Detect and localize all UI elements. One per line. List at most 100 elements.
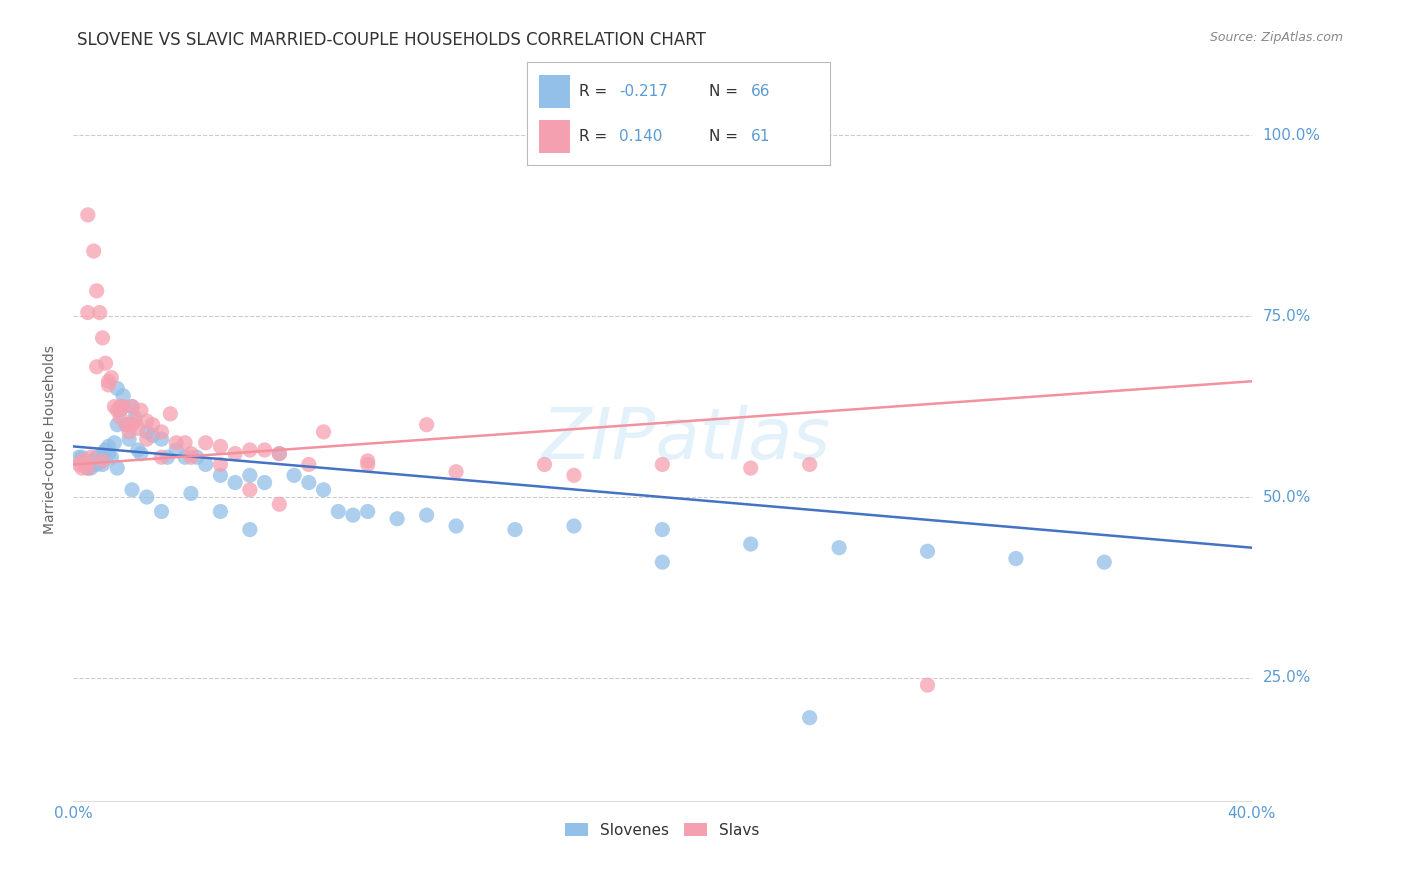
Point [135, 425, 157, 439]
Point [105, 382, 128, 396]
Point [917, 544, 939, 558]
Point [110, 400, 132, 414]
Point [533, 458, 555, 472]
Point [444, 519, 467, 533]
Point [94, 356, 117, 370]
Point [105, 461, 128, 475]
Point [124, 414, 146, 428]
Point [73, 458, 96, 472]
Point [89, 305, 111, 319]
Point [150, 432, 173, 446]
Point [86, 359, 108, 374]
Point [112, 400, 135, 414]
Text: SLOVENE VS SLAVIC MARRIED-COUPLE HOUSEHOLDS CORRELATION CHART: SLOVENE VS SLAVIC MARRIED-COUPLE HOUSEHO… [77, 31, 706, 49]
Point [121, 483, 143, 497]
Point [342, 508, 364, 522]
Point [105, 417, 128, 432]
Point [651, 458, 673, 472]
Point [269, 497, 291, 511]
Point [142, 417, 165, 432]
Point [127, 442, 149, 457]
Point [129, 403, 152, 417]
Point [159, 407, 181, 421]
Point [209, 439, 232, 453]
Point [135, 414, 157, 428]
Text: 75.0%: 75.0% [1263, 309, 1310, 324]
Point [73, 458, 96, 472]
Bar [540, 75, 569, 108]
Point [91, 454, 114, 468]
Point [135, 490, 157, 504]
Point [209, 504, 232, 518]
Point [740, 461, 762, 475]
Point [89, 454, 111, 468]
Point [80, 458, 103, 472]
Text: Source: ZipAtlas.com: Source: ZipAtlas.com [1209, 31, 1343, 45]
Point [129, 447, 152, 461]
Point [91, 331, 114, 345]
Point [312, 425, 335, 439]
Point [444, 465, 467, 479]
Point [194, 435, 217, 450]
Point [67, 458, 90, 472]
Point [103, 400, 125, 414]
Point [174, 435, 197, 450]
Point [76, 461, 98, 475]
Point [142, 428, 165, 442]
Point [799, 458, 821, 472]
Point [239, 523, 262, 537]
Point [385, 512, 408, 526]
Point [194, 458, 217, 472]
Text: N =: N = [709, 128, 742, 144]
Point [917, 678, 939, 692]
Text: ZIPatlas: ZIPatlas [541, 405, 831, 474]
Point [112, 389, 135, 403]
Point [269, 447, 291, 461]
Point [100, 370, 122, 384]
Text: 66: 66 [751, 84, 770, 99]
Point [156, 450, 179, 465]
Point [121, 400, 143, 414]
Point [105, 403, 128, 417]
Point [186, 450, 208, 465]
Text: 61: 61 [751, 128, 770, 144]
Point [312, 483, 335, 497]
Point [115, 417, 138, 432]
Point [239, 483, 262, 497]
Point [357, 454, 380, 468]
Point [97, 374, 120, 388]
Point [150, 504, 173, 518]
Point [269, 447, 291, 461]
Text: 50.0%: 50.0% [1263, 490, 1310, 505]
Point [328, 504, 350, 518]
Point [298, 475, 321, 490]
Point [562, 519, 585, 533]
Point [76, 461, 98, 475]
Point [83, 454, 105, 468]
Text: N =: N = [709, 84, 742, 99]
Point [174, 450, 197, 465]
Point [76, 305, 98, 319]
Point [357, 458, 380, 472]
Point [70, 454, 93, 468]
Point [357, 504, 380, 518]
Bar [540, 120, 569, 153]
Point [799, 711, 821, 725]
Point [283, 468, 305, 483]
Point [80, 450, 103, 465]
Point [180, 450, 202, 465]
Point [180, 447, 202, 461]
Point [118, 425, 141, 439]
Text: 0.140: 0.140 [620, 128, 662, 144]
Y-axis label: Married-couple Households: Married-couple Households [44, 344, 58, 533]
Point [165, 442, 187, 457]
Point [127, 421, 149, 435]
Legend: Slovenes, Slavs: Slovenes, Slavs [558, 816, 766, 844]
Point [76, 208, 98, 222]
Point [209, 468, 232, 483]
Point [118, 432, 141, 446]
Point [150, 450, 173, 465]
Point [415, 508, 437, 522]
Point [415, 417, 437, 432]
Point [80, 461, 103, 475]
